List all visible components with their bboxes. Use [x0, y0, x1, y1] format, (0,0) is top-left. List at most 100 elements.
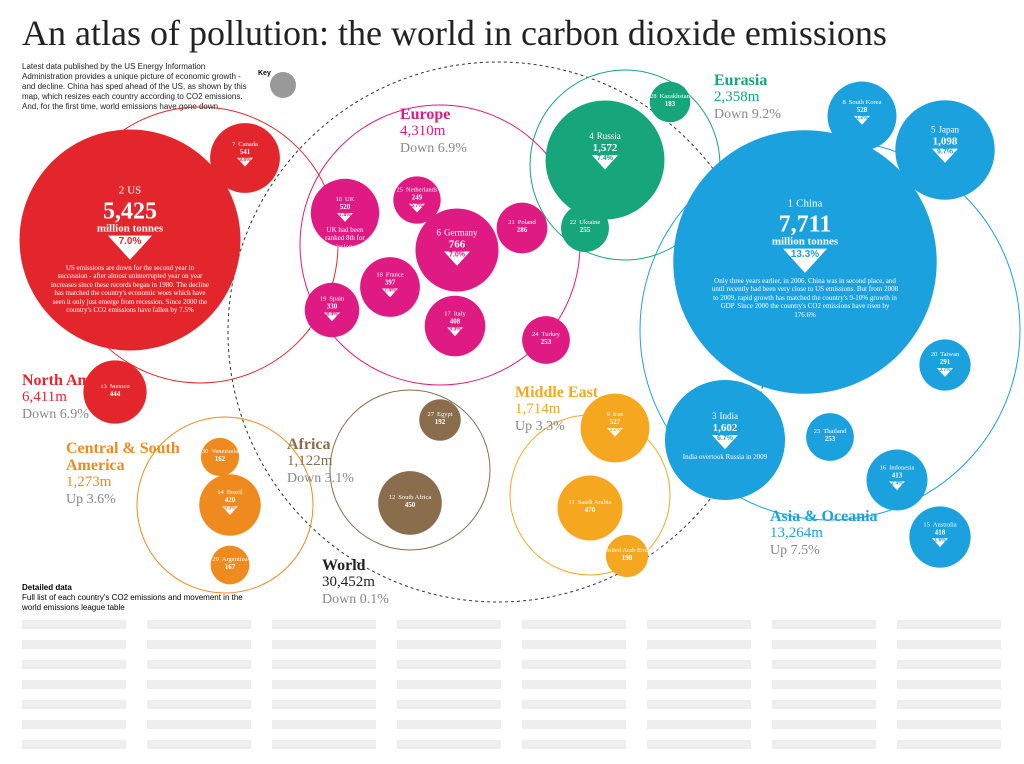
table-row [647, 720, 751, 729]
country-value: 408 [450, 317, 461, 325]
change-triangle [854, 115, 870, 125]
key-bubble [270, 72, 296, 98]
table-row [897, 630, 1001, 639]
table-row [897, 730, 1001, 739]
region-name: Europe [400, 106, 451, 123]
table-row [647, 620, 751, 629]
country-bubble [210, 545, 250, 585]
table-row [522, 620, 626, 629]
table-row [22, 630, 126, 639]
country-name: 13 Mexico [100, 383, 129, 390]
detail-title: Detailed data [22, 583, 72, 592]
country-unit: million tonnes [772, 236, 839, 248]
country-change: 7.4% [384, 288, 396, 294]
country-value: 527 [610, 418, 621, 426]
country-value: 162 [215, 455, 226, 463]
country-note: Only three years earlier, in 2006, China… [712, 277, 898, 319]
region-total: 1,273m [66, 474, 112, 490]
table-row [272, 680, 376, 689]
country-change: 1.2% [856, 115, 868, 121]
country-rank: 18 [376, 272, 383, 279]
country-note: India overtook Russia in 2009 [683, 453, 767, 461]
country-bubble [304, 282, 360, 338]
country-value: 286 [517, 226, 528, 234]
country-rank: 21 [508, 219, 515, 226]
country-bubble [419, 399, 461, 441]
country-unit: million tonnes [97, 223, 164, 235]
country-value: 413 [892, 471, 903, 479]
country-bubble [199, 474, 261, 536]
table-row [897, 640, 1001, 649]
country-name: 8 South Korea [843, 99, 882, 106]
country-name: 19 Spain [320, 295, 345, 302]
country-value: 167 [225, 563, 236, 571]
country-rank: 27 [427, 411, 434, 418]
table-row [647, 670, 751, 679]
table-row [397, 630, 501, 639]
table-row [22, 740, 126, 749]
country-value: 418 [935, 528, 946, 536]
country-name: 1 China [788, 198, 823, 210]
country-bubble [310, 178, 380, 248]
country-name: 6 Germany [437, 227, 478, 237]
country-label: South Korea [849, 99, 882, 106]
country-value: 198 [622, 554, 633, 562]
country-rank: 7 [232, 141, 236, 148]
change-triangle [222, 506, 238, 516]
country-rank: 4 [589, 131, 594, 141]
country-rank: 14 [217, 489, 224, 496]
country-rank: 15 [923, 521, 930, 528]
country-rank: 17 [444, 310, 451, 317]
country-name: 28 Kazakhstan [650, 93, 691, 100]
country-value: 330 [327, 302, 338, 310]
country-rank: 9 [607, 411, 610, 418]
table-row [147, 620, 251, 629]
country-name: 30 Venezuela [202, 448, 238, 455]
country-label: Spain [329, 295, 345, 302]
country-rank: 13 [100, 383, 107, 390]
table-row [22, 640, 126, 649]
country-rank: 29 [212, 556, 219, 563]
table-row [147, 740, 251, 749]
table-row [897, 680, 1001, 689]
table-row [272, 730, 376, 739]
table-row [647, 730, 751, 739]
change-triangle [889, 481, 905, 491]
country-label: Japan [939, 125, 960, 135]
table-row [647, 660, 751, 669]
world-change: Down 0.1% [322, 592, 389, 607]
table-row [522, 740, 626, 749]
country-rank: 6 [437, 227, 442, 237]
country-name: 26 United Arab Emirates [594, 547, 661, 554]
country-label: Egypt [437, 411, 453, 418]
country-value: 520 [340, 203, 351, 211]
country-bubble [424, 295, 486, 357]
country-change: 7.0% [449, 251, 466, 258]
country-name: 7 Canada [232, 141, 258, 148]
country-bubble [919, 339, 971, 391]
change-triangle [382, 288, 398, 298]
country-label: Indonesia [889, 464, 914, 471]
country-change: 13.3% [791, 249, 819, 260]
country-name: 5 Japan [931, 125, 959, 135]
table-row [522, 710, 626, 719]
table-row [522, 670, 626, 679]
table-row [22, 670, 126, 679]
table-row [272, 740, 376, 749]
table-row [272, 640, 376, 649]
country-value: 444 [110, 390, 121, 398]
table-row [897, 710, 1001, 719]
table-row [897, 650, 1001, 659]
table-row [397, 640, 501, 649]
country-rank: 5 [931, 125, 936, 135]
table-row [897, 740, 1001, 749]
table-row [147, 680, 251, 689]
table-row [522, 650, 626, 659]
country-note: US emissions are down for the second yea… [51, 264, 209, 315]
region-label: Central & South America 1,273m Up 3.6% [66, 440, 196, 508]
country-change: 2.4% [891, 480, 903, 486]
country-name: 16 Indonesia [880, 464, 915, 471]
country-name: 22 Ukraine [570, 219, 601, 226]
country-change: 9.3% [449, 326, 461, 332]
